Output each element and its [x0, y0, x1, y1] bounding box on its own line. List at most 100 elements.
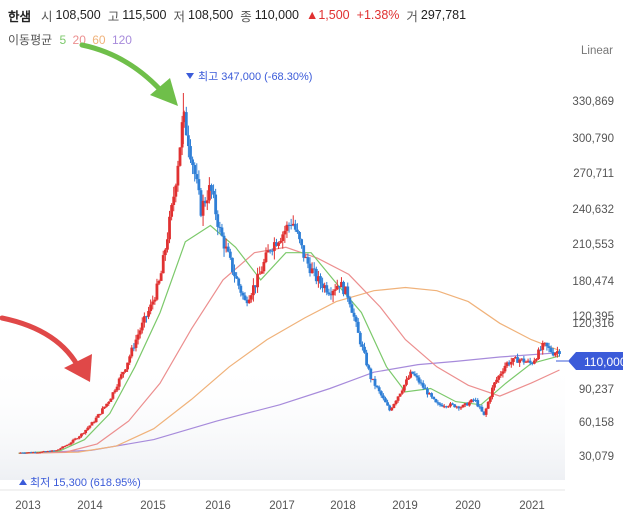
candle-up — [461, 404, 465, 408]
candle-up — [168, 216, 171, 240]
candle-up — [491, 387, 494, 398]
candle-down — [436, 402, 440, 404]
candle-up — [514, 357, 517, 359]
y-tick-label: 240,632 — [572, 204, 614, 216]
candle-up — [59, 448, 62, 450]
x-tick-label: 2021 — [519, 500, 545, 512]
candle-down — [319, 276, 322, 284]
candle-up — [486, 401, 490, 409]
high-annotation: 최고 347,000 (-68.30%) — [186, 70, 312, 83]
candle-down — [356, 321, 360, 333]
y-tick-label: 270,711 — [573, 168, 614, 180]
chart-bottom-shade — [0, 360, 565, 480]
candle-down — [444, 406, 448, 408]
candle-down — [231, 257, 234, 273]
candle-up — [107, 401, 111, 404]
x-tick-label: 2016 — [205, 500, 231, 512]
candle-up — [398, 393, 402, 397]
candle-up — [92, 422, 96, 424]
candle-up — [159, 273, 163, 281]
candle-down — [184, 112, 188, 136]
candle-up — [442, 406, 446, 408]
candle-up — [176, 165, 180, 186]
candle-up — [172, 196, 176, 206]
candle-down — [327, 292, 331, 295]
candle-down — [522, 358, 526, 363]
candle-up — [520, 358, 524, 360]
current-price-badge: 110,000 — [556, 352, 623, 370]
candle-up — [182, 112, 186, 123]
candle-up — [277, 242, 280, 246]
y-tick-label: 120,316 — [572, 318, 614, 330]
candle-up — [201, 200, 205, 216]
candle-down — [545, 342, 549, 347]
candle-up — [142, 316, 146, 323]
candle-up — [495, 379, 499, 383]
candle-up — [155, 283, 159, 300]
candle-down — [558, 351, 561, 355]
y-tick-label: 60,158 — [579, 417, 614, 429]
candle-up — [310, 268, 314, 274]
high-annotation-text: 최고 347,000 (-68.30%) — [198, 70, 312, 83]
candle-up — [46, 451, 50, 453]
candle-up — [151, 301, 155, 305]
candle-down — [329, 294, 333, 296]
candle-up — [285, 224, 289, 231]
candle-down — [411, 371, 415, 374]
candle-up — [170, 205, 174, 217]
volume-value: 297,781 — [420, 8, 467, 22]
ma-period-120: 120 — [111, 33, 132, 47]
candle-up — [126, 362, 129, 370]
candle-up — [67, 444, 71, 446]
candle-down — [348, 297, 352, 305]
current-price-text: 110,000 — [584, 355, 623, 369]
candle-up — [463, 403, 467, 405]
candles — [19, 93, 561, 454]
candle-up — [113, 390, 117, 393]
candle-up — [94, 417, 98, 423]
candle-down — [296, 229, 299, 233]
candle-down — [21, 452, 25, 454]
x-tick-label: 2019 — [392, 500, 418, 512]
candle-up — [174, 185, 178, 197]
candle-up — [499, 373, 503, 376]
candle-up — [446, 406, 450, 408]
candle-up — [77, 436, 81, 439]
candle-up — [497, 375, 501, 380]
candle-down — [381, 395, 385, 399]
candle-up — [400, 390, 404, 394]
candle-down — [358, 332, 362, 345]
candle-down — [233, 272, 236, 277]
candle-up — [138, 330, 142, 335]
candle-down — [457, 406, 461, 409]
candle-down — [199, 190, 203, 216]
candle-up — [323, 285, 327, 289]
candle-up — [84, 429, 88, 434]
candle-down — [197, 179, 201, 191]
ma-period-5: 5 — [59, 33, 67, 47]
candle-up — [470, 399, 473, 403]
candle-up — [90, 422, 94, 426]
candle-up — [264, 252, 268, 262]
x-tick-label: 2018 — [330, 500, 356, 512]
candle-up — [86, 427, 90, 430]
candle-up — [178, 147, 182, 166]
candle-up — [54, 450, 58, 452]
candle-down — [388, 405, 392, 411]
candle-up — [207, 185, 211, 201]
candle-down — [145, 316, 148, 318]
candle-down — [321, 283, 324, 289]
y-tick-label: 30,079 — [579, 451, 614, 463]
candle-down — [482, 411, 486, 415]
candle-down — [186, 135, 190, 147]
candle-down — [377, 387, 381, 392]
candle-up — [493, 382, 496, 388]
scale-type-label[interactable]: Linear — [581, 45, 613, 57]
candle-up — [256, 274, 259, 288]
candle-down — [350, 304, 354, 313]
candle-up — [161, 255, 165, 274]
moving-average-legend[interactable]: 이동평균 5 20 60 120 — [8, 31, 135, 48]
candle-down — [132, 347, 136, 349]
candle-up — [57, 449, 60, 451]
